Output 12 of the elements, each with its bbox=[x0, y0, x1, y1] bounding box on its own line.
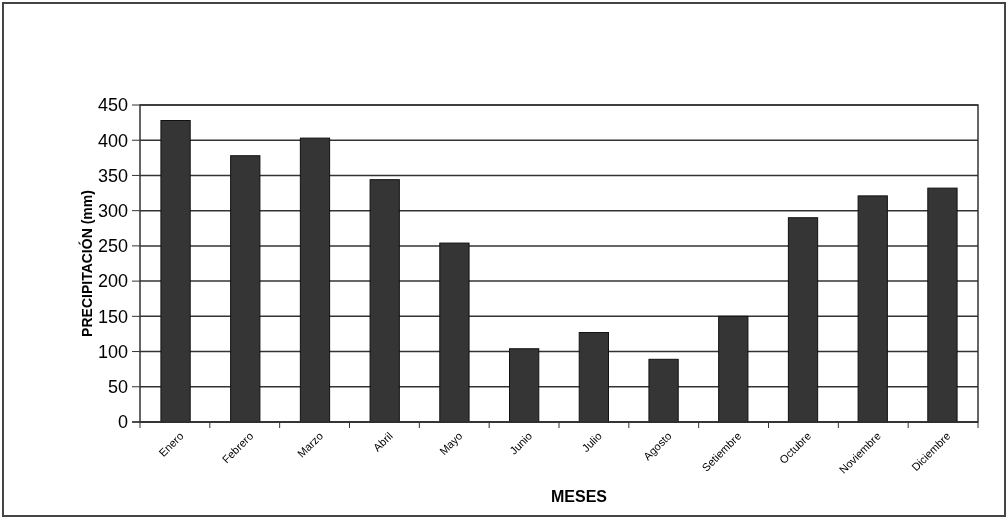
y-tick-label: 200 bbox=[97, 271, 128, 292]
y-tick-label: 150 bbox=[97, 306, 128, 327]
y-tick-label: 50 bbox=[107, 377, 128, 398]
y-tick-label: 300 bbox=[97, 200, 128, 221]
y-tick-label: 0 bbox=[117, 412, 128, 433]
y-tick-label: 250 bbox=[97, 236, 128, 257]
y-tick-label: 100 bbox=[97, 341, 128, 362]
x-axis-title: MESES bbox=[550, 488, 608, 505]
y-tick-label: 400 bbox=[97, 130, 128, 151]
y-tick-label: 350 bbox=[97, 165, 128, 186]
y-tick-label: 450 bbox=[97, 95, 128, 116]
y-axis-title: PRECIPITACIÓN (mm) bbox=[78, 190, 95, 337]
